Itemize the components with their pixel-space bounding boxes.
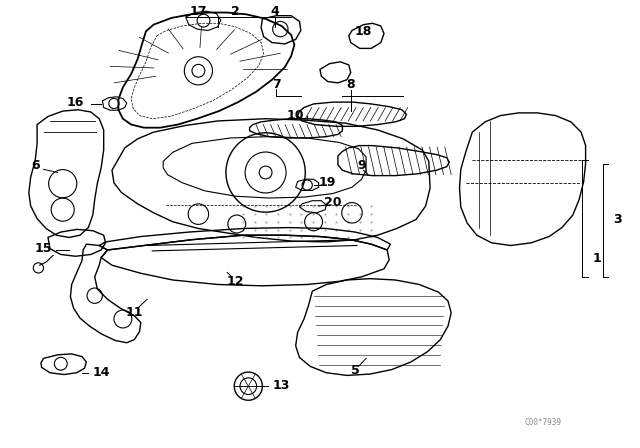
Text: 7: 7 — [272, 78, 281, 91]
Text: 5: 5 — [351, 364, 360, 378]
Text: 14: 14 — [92, 366, 110, 379]
Text: 2: 2 — [231, 4, 240, 18]
Text: C00*7939: C00*7939 — [525, 418, 562, 426]
Text: 17: 17 — [189, 4, 207, 18]
Text: 16: 16 — [67, 95, 84, 109]
Text: 12: 12 — [227, 275, 244, 288]
Text: 4: 4 — [271, 4, 280, 18]
Text: 10: 10 — [287, 109, 305, 122]
Text: 8: 8 — [346, 78, 355, 91]
Text: 9: 9 — [357, 159, 366, 172]
Text: 11: 11 — [125, 306, 143, 319]
Text: 18: 18 — [355, 25, 372, 38]
Text: 19: 19 — [319, 176, 337, 190]
Text: 1: 1 — [592, 252, 601, 266]
Text: 13: 13 — [273, 379, 291, 392]
Text: 3: 3 — [613, 213, 622, 226]
Text: 6: 6 — [31, 159, 40, 172]
Text: 15: 15 — [35, 242, 52, 255]
Text: 20: 20 — [324, 196, 342, 209]
